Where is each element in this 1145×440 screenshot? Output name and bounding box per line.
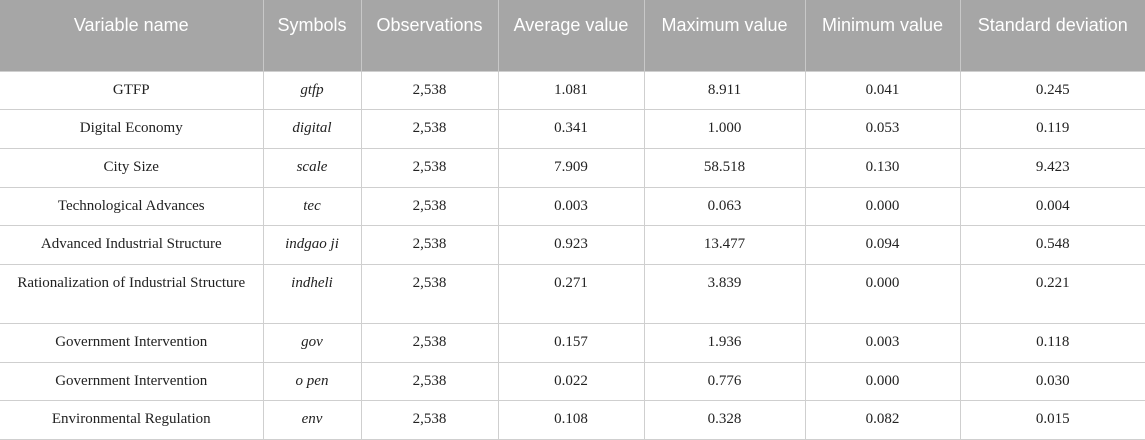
cell-std-dev: 0.119 — [959, 109, 1145, 149]
cell-variable-name: Advanced Industrial Structure — [0, 225, 264, 265]
cell-average: 0.022 — [497, 361, 645, 402]
table-row: Government Intervention o pen 2,538 0.02… — [0, 361, 1145, 402]
cell-symbol: indheli — [262, 263, 362, 324]
header-row: Variable name Symbols Observations Avera… — [0, 0, 1145, 71]
cell-variable-name: Technological Advances — [0, 186, 264, 227]
table-row: Advanced Industrial Structure indgao ji … — [0, 225, 1145, 265]
cell-minimum: 0.003 — [804, 322, 961, 363]
cell-variable-name: Government Intervention — [0, 361, 264, 402]
cell-symbol: gov — [262, 322, 362, 363]
cell-std-dev: 0.015 — [959, 400, 1145, 440]
cell-observations: 2,538 — [360, 70, 499, 111]
cell-average: 0.108 — [497, 400, 645, 440]
header-variable-name: Variable name — [0, 0, 264, 71]
cell-variable-name: City Size — [0, 147, 264, 188]
cell-variable-name: Environmental Regulation — [0, 400, 264, 440]
cell-symbol: gtfp — [262, 70, 362, 111]
header-minimum-value: Minimum value — [805, 0, 961, 71]
cell-observations: 2,538 — [360, 225, 499, 265]
table-row: GTFP gtfp 2,538 1.081 8.911 0.041 0.245 — [0, 70, 1145, 111]
cell-std-dev: 0.548 — [959, 225, 1145, 265]
cell-variable-name: Digital Economy — [0, 109, 264, 149]
cell-maximum: 0.328 — [643, 400, 806, 440]
table-row: City Size scale 2,538 7.909 58.518 0.130… — [0, 147, 1145, 188]
cell-maximum: 3.839 — [643, 263, 806, 324]
header-observations: Observations — [361, 0, 499, 71]
cell-observations: 2,538 — [360, 186, 499, 227]
table-row: Technological Advances tec 2,538 0.003 0… — [0, 186, 1145, 227]
cell-maximum: 1.936 — [643, 322, 806, 363]
table-body: GTFP gtfp 2,538 1.081 8.911 0.041 0.245 … — [0, 70, 1145, 440]
cell-average: 0.271 — [497, 263, 645, 324]
cell-symbol: tec — [262, 186, 362, 227]
cell-maximum: 8.911 — [643, 70, 806, 111]
cell-maximum: 58.518 — [643, 147, 806, 188]
table-row: Government Intervention gov 2,538 0.157 … — [0, 322, 1145, 363]
cell-observations: 2,538 — [360, 109, 499, 149]
cell-minimum: 0.130 — [804, 147, 961, 188]
cell-average: 1.081 — [497, 70, 645, 111]
cell-std-dev: 0.221 — [959, 263, 1145, 324]
table-row: Rationalization of Industrial Structure … — [0, 263, 1145, 324]
header-maximum-value: Maximum value — [644, 0, 806, 71]
cell-average: 0.923 — [497, 225, 645, 265]
cell-average: 0.341 — [497, 109, 645, 149]
cell-std-dev: 0.245 — [959, 70, 1145, 111]
cell-minimum: 0.041 — [804, 70, 961, 111]
cell-symbol: scale — [262, 147, 362, 188]
cell-minimum: 0.053 — [804, 109, 961, 149]
cell-symbol: digital — [262, 109, 362, 149]
cell-minimum: 0.082 — [804, 400, 961, 440]
cell-minimum: 0.094 — [804, 225, 961, 265]
cell-observations: 2,538 — [360, 322, 499, 363]
cell-symbol: o pen — [262, 361, 362, 402]
cell-std-dev: 0.118 — [959, 322, 1145, 363]
cell-observations: 2,538 — [360, 147, 499, 188]
cell-minimum: 0.000 — [804, 186, 961, 227]
cell-maximum: 0.776 — [643, 361, 806, 402]
cell-variable-name: GTFP — [0, 70, 264, 111]
cell-observations: 2,538 — [360, 400, 499, 440]
cell-observations: 2,538 — [360, 361, 499, 402]
table-row: Digital Economy digital 2,538 0.341 1.00… — [0, 109, 1145, 149]
cell-average: 0.003 — [497, 186, 645, 227]
cell-symbol: indgao ji — [262, 225, 362, 265]
table-header: Variable name Symbols Observations Avera… — [0, 0, 1145, 71]
cell-std-dev: 9.423 — [959, 147, 1145, 188]
cell-variable-name: Government Intervention — [0, 322, 264, 363]
cell-minimum: 0.000 — [804, 263, 961, 324]
cell-average: 7.909 — [497, 147, 645, 188]
header-standard-deviation: Standard deviation — [960, 0, 1145, 71]
cell-maximum: 0.063 — [643, 186, 806, 227]
cell-average: 0.157 — [497, 322, 645, 363]
cell-maximum: 1.000 — [643, 109, 806, 149]
header-average-value: Average value — [498, 0, 645, 71]
cell-maximum: 13.477 — [643, 225, 806, 265]
cell-minimum: 0.000 — [804, 361, 961, 402]
cell-symbol: env — [262, 400, 362, 440]
cell-variable-name: Rationalization of Industrial Structure — [0, 263, 264, 324]
cell-observations: 2,538 — [360, 263, 499, 324]
cell-std-dev: 0.004 — [959, 186, 1145, 227]
header-symbols: Symbols — [263, 0, 362, 71]
table-row: Environmental Regulation env 2,538 0.108… — [0, 400, 1145, 440]
cell-std-dev: 0.030 — [959, 361, 1145, 402]
